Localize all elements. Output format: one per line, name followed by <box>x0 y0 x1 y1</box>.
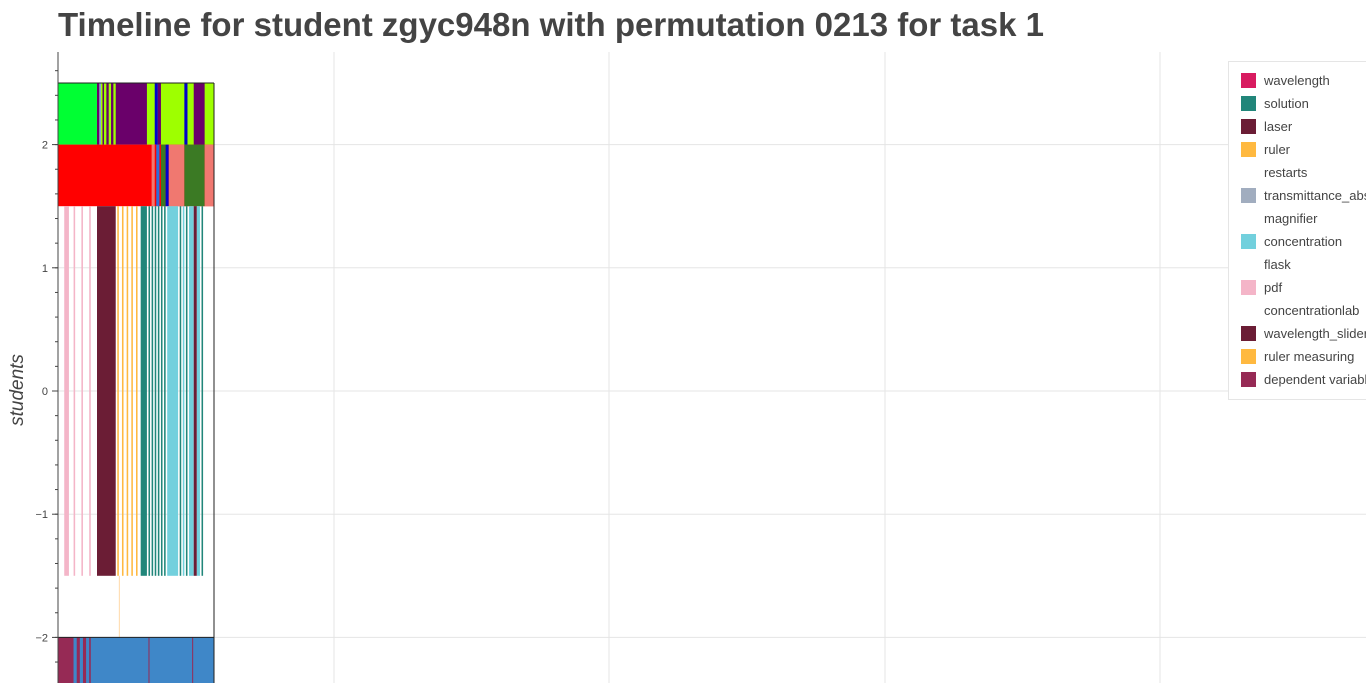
middle-row-segment <box>64 206 69 576</box>
chart-title: Timeline for student zgyc948n with permu… <box>58 6 1044 43</box>
legend-label: ruler <box>1264 142 1291 157</box>
second-row-segment <box>160 144 166 207</box>
top-row-segment <box>111 83 114 145</box>
top-row-segment <box>184 83 188 145</box>
y-tick-label: −2 <box>35 632 48 644</box>
middle-row-segment <box>185 206 188 576</box>
middle-row-segment <box>196 206 200 576</box>
middle-row-segment <box>126 206 129 576</box>
legend-label: transmittance_abs <box>1264 188 1366 203</box>
bottom-row-segment <box>87 637 90 683</box>
legend-label: wavelength_slider <box>1264 326 1366 341</box>
bottom-row-segment <box>192 637 194 683</box>
second-row-segment <box>168 144 185 207</box>
top-row-segment <box>97 83 100 145</box>
legend-label: restarts <box>1264 165 1308 180</box>
y-tick-label: −1 <box>35 509 48 521</box>
middle-row-segment <box>157 206 160 576</box>
middle-row-segment <box>160 206 163 576</box>
legend-label: magnifier <box>1264 211 1318 226</box>
middle-row-segment <box>81 206 83 576</box>
middle-row-segment <box>167 206 179 576</box>
middle-row-segment <box>201 206 204 576</box>
middle-row-segment <box>154 206 157 576</box>
legend-label: ruler measuring <box>1264 349 1355 364</box>
middle-row-segment <box>182 206 185 576</box>
top-row-segment <box>99 83 101 145</box>
legend-swatch <box>1241 372 1256 387</box>
top-row-segment <box>115 83 147 145</box>
legend-swatch <box>1241 303 1256 318</box>
middle-row-segment <box>189 206 194 576</box>
legend-swatch <box>1241 165 1256 180</box>
legend-swatch <box>1241 142 1256 157</box>
middle-row-segment <box>121 206 124 576</box>
middle-row-segment <box>131 206 133 576</box>
timeline-bars <box>58 82 215 683</box>
middle-row-segment <box>151 206 154 576</box>
grid-lines <box>58 52 1366 683</box>
top-row-segment <box>58 83 97 145</box>
legend-swatch <box>1241 73 1256 88</box>
legend-swatch <box>1241 234 1256 249</box>
legend-swatch <box>1241 326 1256 341</box>
second-row-segment <box>156 144 160 207</box>
middle-row-segment <box>117 206 119 576</box>
bottom-row-segment <box>81 637 83 683</box>
top-row-segment <box>157 83 161 145</box>
top-row-segment <box>106 83 109 145</box>
second-row-segment <box>165 144 169 207</box>
gap-row-segment <box>118 575 120 638</box>
top-row-segment <box>102 83 105 145</box>
legend-swatch <box>1241 280 1256 295</box>
bottom-row-segment <box>82 637 87 683</box>
bottom-row-segment <box>76 637 80 683</box>
chart-legend: wavelength solution laser ruler restarts tran… <box>1228 61 1366 400</box>
top-row-segment <box>154 83 158 145</box>
second-row-segment <box>184 144 205 207</box>
y-tick-label: 2 <box>42 140 48 152</box>
middle-row-segment <box>97 206 116 576</box>
bottom-row-segment <box>89 637 91 683</box>
legend-swatch <box>1241 96 1256 111</box>
middle-row-segment <box>193 206 197 576</box>
legend-swatch <box>1241 211 1256 226</box>
y-axis-label: students <box>7 354 28 426</box>
middle-row-segment <box>140 206 147 576</box>
bottom-row-segment <box>58 637 74 683</box>
legend-label: dependent variable <box>1264 372 1366 387</box>
legend-label: solution <box>1264 96 1309 111</box>
second-row-segment <box>151 144 155 207</box>
bottom-row-segment <box>73 637 77 683</box>
y-tick-label: 0 <box>42 386 48 398</box>
bottom-row-segment <box>148 637 150 683</box>
legend-label: wavelength <box>1264 73 1330 88</box>
legend-label: pdf <box>1264 280 1283 295</box>
middle-row-segment <box>89 206 91 576</box>
y-tick-label: 1 <box>42 263 48 275</box>
second-row-segment <box>204 144 214 207</box>
middle-row-segment <box>73 206 76 576</box>
top-row-segment <box>193 83 205 145</box>
middle-row-segment <box>179 206 182 576</box>
legend-swatch <box>1241 188 1256 203</box>
legend-swatch <box>1241 119 1256 134</box>
legend-label: flask <box>1264 257 1291 272</box>
y-axis: −2 −1 0 1 2 <box>35 52 59 683</box>
legend-label: laser <box>1264 119 1293 134</box>
legend-swatch <box>1241 349 1256 364</box>
legend-label: concentration <box>1264 234 1343 249</box>
legend-swatch <box>1241 257 1256 272</box>
legend-label: concentrationlab <box>1264 303 1360 318</box>
middle-row-segment <box>164 206 166 576</box>
middle-row-segment <box>136 206 138 576</box>
middle-row-segment <box>148 206 151 576</box>
